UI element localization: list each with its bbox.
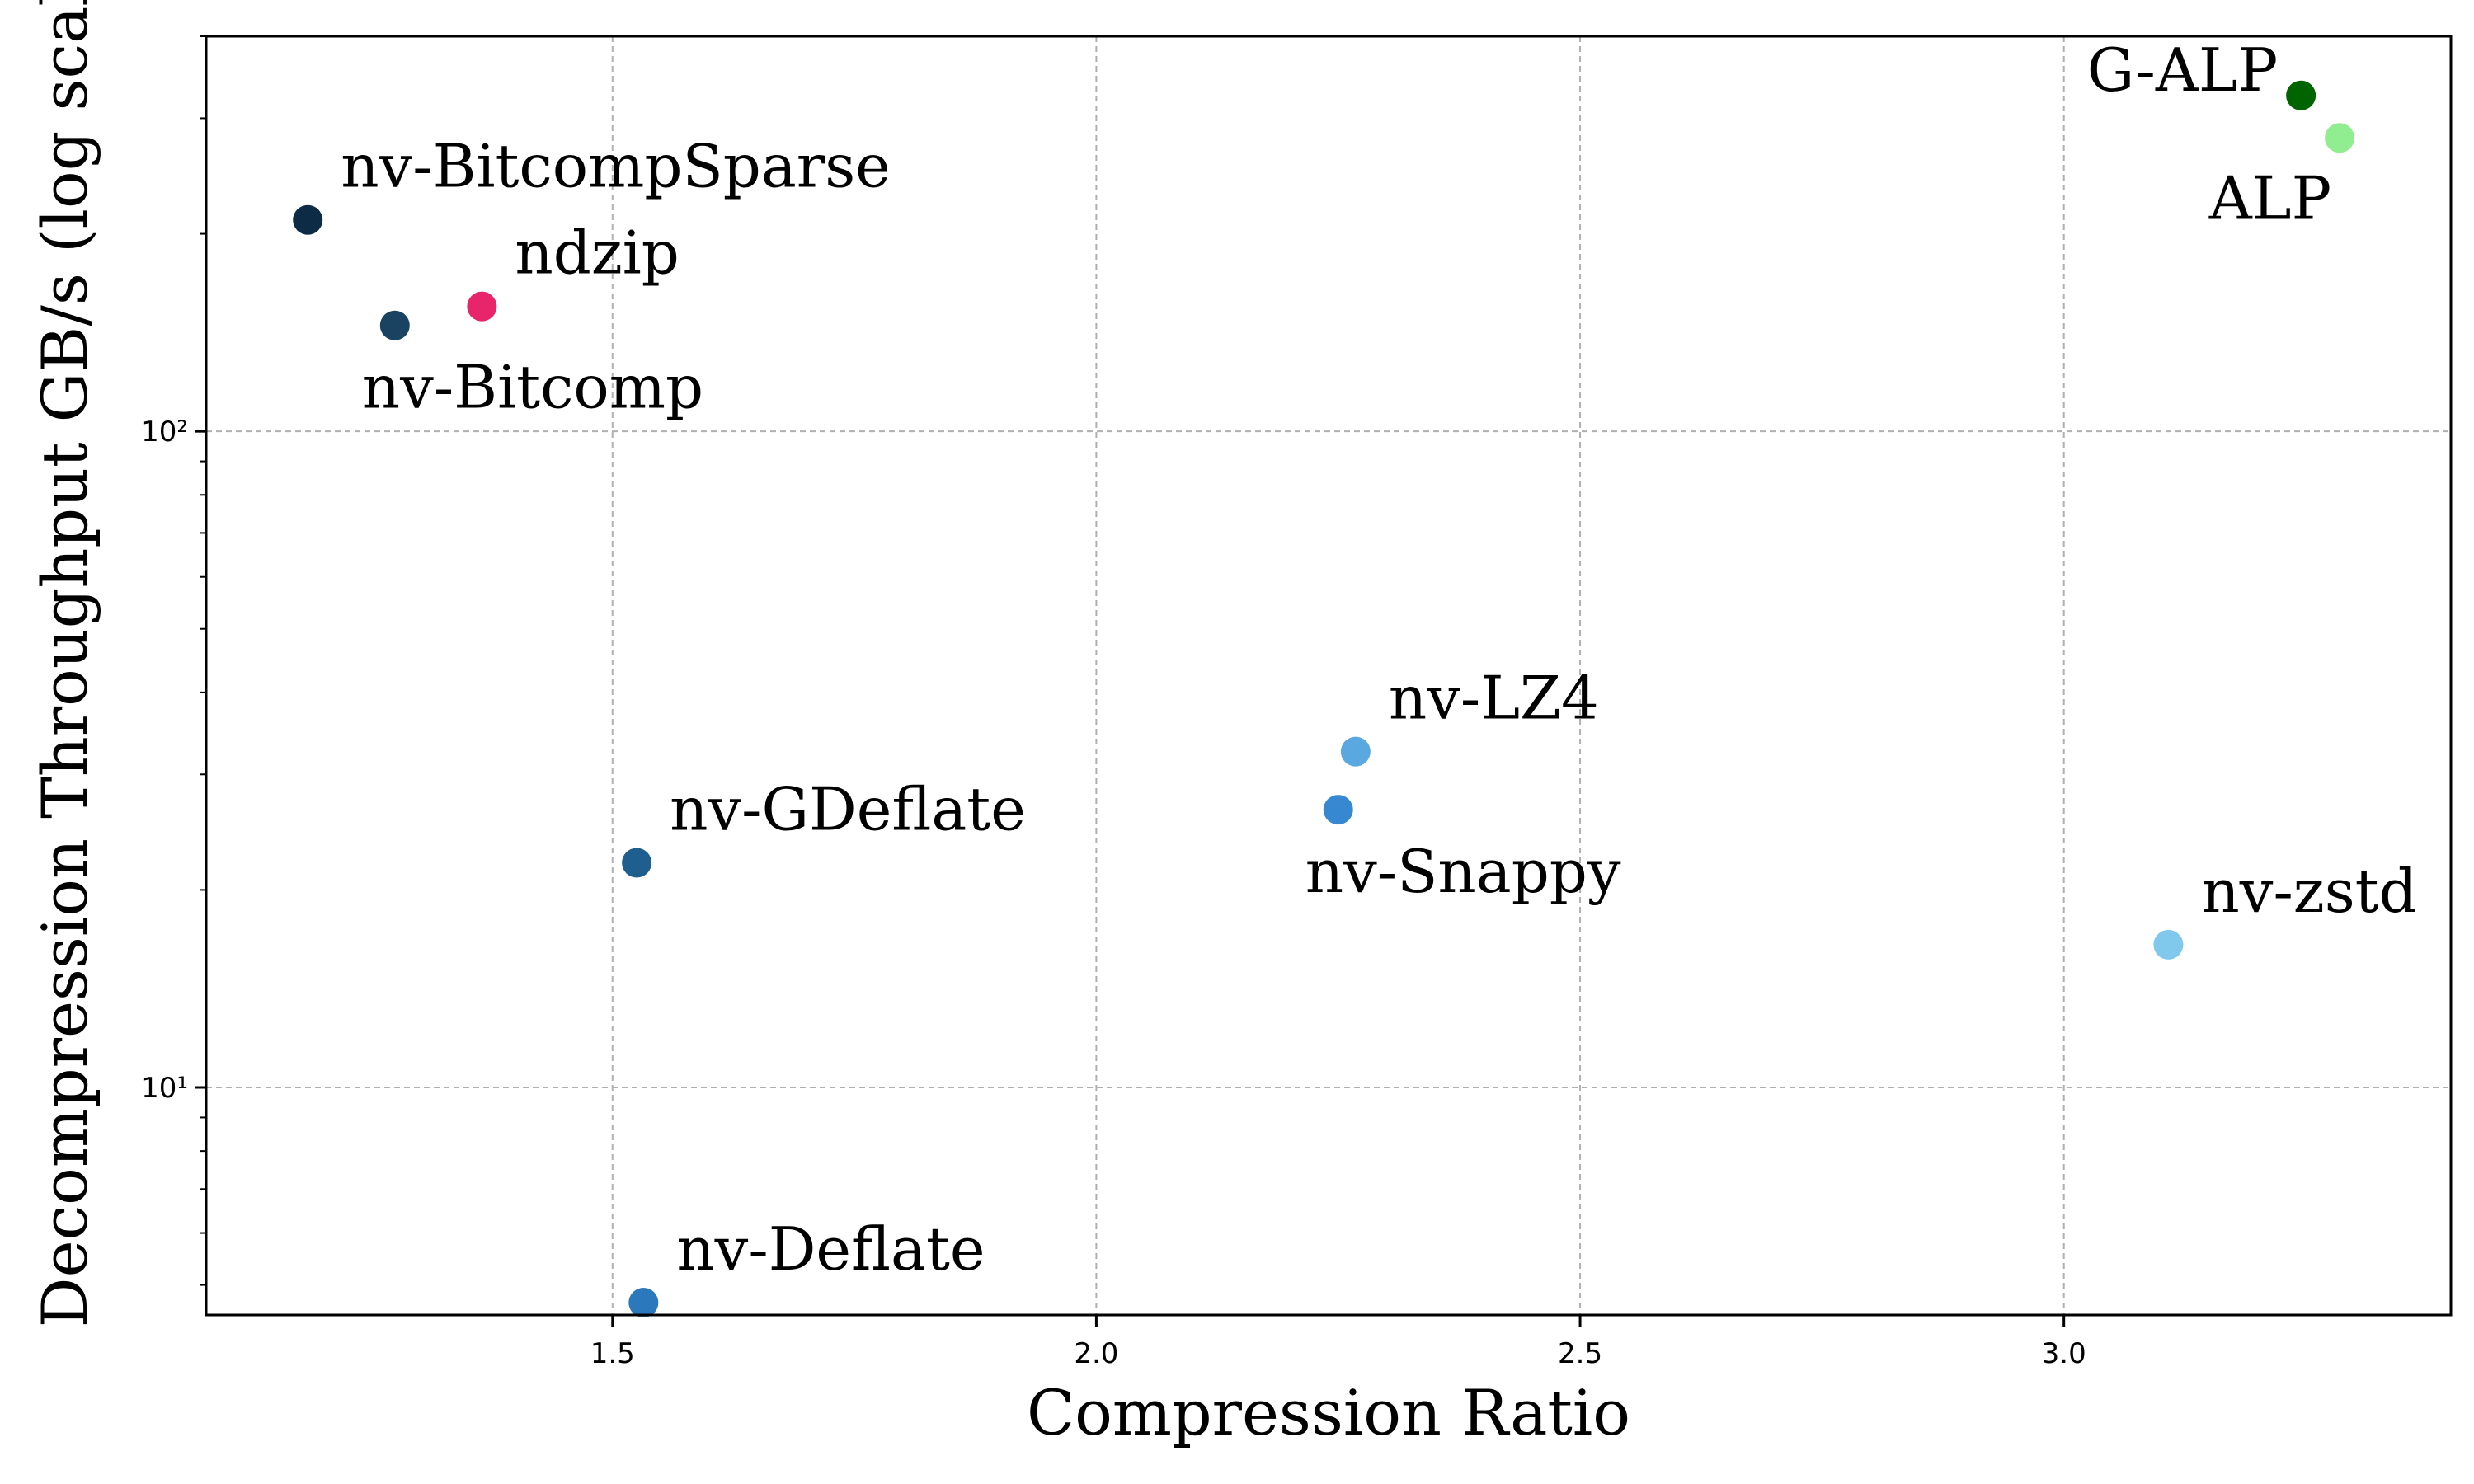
axes: 1.5 2.0 2.5 3.0 10¹ 10² <box>141 35 2086 1370</box>
point-label: ndzip <box>515 218 680 288</box>
point-label: nv-Deflate <box>676 1214 985 1284</box>
point-label: nv-BitcompSparse <box>341 132 891 201</box>
y-tick-label: 10¹ <box>141 1072 188 1105</box>
grid <box>206 36 2451 1315</box>
data-point <box>379 310 410 340</box>
data-point <box>467 291 497 322</box>
data-points <box>293 80 2355 1317</box>
y-axis-title: Decompression Throughput GB/s (log scale… <box>28 0 101 1327</box>
data-point <box>2286 80 2316 110</box>
x-axis-title: Compression Ratio <box>1027 1376 1630 1449</box>
x-tick-label: 3.0 <box>2042 1337 2086 1370</box>
data-point <box>622 848 652 878</box>
x-tick-label: 1.5 <box>590 1337 635 1370</box>
data-point <box>1323 795 1353 825</box>
point-label: nv-Snappy <box>1305 837 1621 906</box>
data-point <box>628 1287 659 1317</box>
point-label: ALP <box>2208 163 2331 232</box>
x-tick-label: 2.5 <box>1558 1337 1602 1370</box>
point-label: nv-GDeflate <box>670 774 1026 843</box>
data-point <box>2325 123 2355 153</box>
plot-frame <box>205 35 2453 1317</box>
x-tick-label: 2.0 <box>1074 1337 1118 1370</box>
point-label: nv-zstd <box>2201 857 2416 926</box>
data-point <box>293 204 323 235</box>
data-point <box>2153 929 2184 960</box>
y-tick-label: 10² <box>141 416 188 448</box>
point-label: G-ALP <box>2087 35 2278 105</box>
point-label: nv-Bitcomp <box>362 353 703 422</box>
point-label: nv-LZ4 <box>1389 664 1599 733</box>
data-point <box>1340 736 1371 767</box>
point-labels: nv-BitcompSparse ndzip nv-Bitcomp nv-GDefla… <box>341 35 2416 1284</box>
